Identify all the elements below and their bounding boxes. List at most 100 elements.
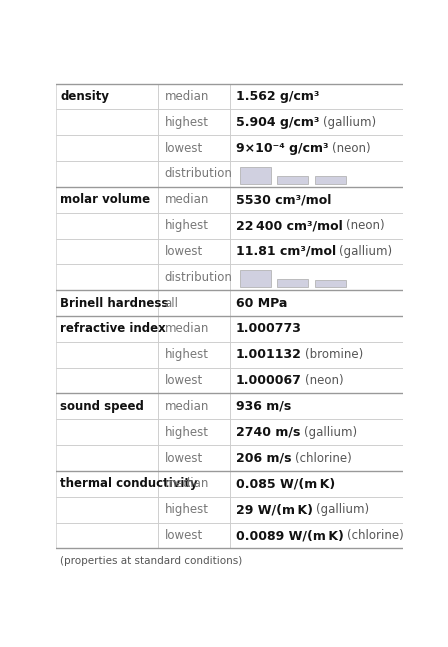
Text: molar volume: molar volume [60,193,150,206]
Text: lowest: lowest [165,452,203,465]
Text: (properties at standard conditions): (properties at standard conditions) [60,556,242,565]
Text: (neon): (neon) [305,374,344,387]
Text: (neon): (neon) [332,142,370,155]
Bar [159,497,230,523]
Bar [56,445,159,471]
Bar [159,419,230,445]
Bar [159,135,230,161]
Bar [159,393,230,419]
Bar [56,497,159,523]
Bar [56,187,159,213]
Text: distribution: distribution [165,271,233,284]
Text: highest: highest [165,348,209,361]
Bar [230,523,403,549]
Bar [230,265,403,291]
Text: 1.562 g/cm³: 1.562 g/cm³ [236,90,319,103]
Bar [159,213,230,239]
Bar [159,342,230,367]
Text: sound speed: sound speed [60,400,144,413]
Bar [230,342,403,367]
Text: (gallium): (gallium) [316,503,370,516]
Text: thermal conductivity: thermal conductivity [60,477,198,490]
Text: 1.001132: 1.001132 [236,348,302,361]
Bar [56,109,159,135]
Bar [159,316,230,342]
Bar [230,419,403,445]
Bar [56,83,159,109]
Bar [240,270,271,287]
Bar [230,161,403,187]
Bar [159,161,230,187]
Bar [159,291,230,316]
Text: 22 400 cm³/mol: 22 400 cm³/mol [236,219,343,232]
Text: 206 m/s: 206 m/s [236,452,291,465]
Bar [230,316,403,342]
Bar [56,342,159,367]
Text: median: median [165,322,209,335]
Bar [230,213,403,239]
Text: 11.81 cm³/mol: 11.81 cm³/mol [236,245,336,258]
Bar [159,471,230,497]
Bar [230,83,403,109]
Bar [159,83,230,109]
Bar [56,393,159,419]
Text: lowest: lowest [165,374,203,387]
Text: lowest: lowest [165,245,203,258]
Text: refractive index: refractive index [60,322,166,335]
Bar [230,445,403,471]
Text: lowest: lowest [165,142,203,155]
Text: median: median [165,477,209,490]
Text: 0.0089 W/(m K): 0.0089 W/(m K) [236,529,344,542]
Bar [56,291,159,316]
Text: distribution: distribution [165,168,233,181]
Bar [230,393,403,419]
Text: (gallium): (gallium) [323,116,376,129]
Bar [159,239,230,265]
Text: 2740 m/s: 2740 m/s [236,426,300,439]
Text: (gallium): (gallium) [340,245,392,258]
Bar [230,497,403,523]
Text: lowest: lowest [165,529,203,542]
Bar [56,523,159,549]
Text: 29 W/(m K): 29 W/(m K) [236,503,313,516]
Bar [230,109,403,135]
Text: 60 MPa: 60 MPa [236,296,287,310]
Text: 0.085 W/(m K): 0.085 W/(m K) [236,477,335,490]
Bar [159,367,230,393]
Bar [230,471,403,497]
Bar [159,523,230,549]
Bar [56,471,159,497]
Bar [56,419,159,445]
Text: 5.904 g/cm³: 5.904 g/cm³ [236,116,319,129]
Bar [277,175,309,184]
Bar [230,239,403,265]
Text: 5530 cm³/mol: 5530 cm³/mol [236,193,331,206]
Bar [159,109,230,135]
Bar [56,367,159,393]
Bar [56,135,159,161]
Bar [159,265,230,291]
Text: (chlorine): (chlorine) [295,452,352,465]
Bar [56,316,159,342]
Text: (chlorine): (chlorine) [347,529,404,542]
Text: highest: highest [165,219,209,232]
Text: (bromine): (bromine) [305,348,363,361]
Text: 9×10⁻⁴ g/cm³: 9×10⁻⁴ g/cm³ [236,142,328,155]
Bar [230,291,403,316]
Text: 1.000773: 1.000773 [236,322,302,335]
Bar [277,279,309,287]
Bar [56,265,159,291]
Bar [315,280,346,287]
Bar [159,187,230,213]
Text: all: all [165,296,179,310]
Text: 1.000067: 1.000067 [236,374,302,387]
Text: (neon): (neon) [346,219,385,232]
Text: density: density [60,90,109,103]
Bar [230,135,403,161]
Bar [56,239,159,265]
Text: median: median [165,400,209,413]
Text: highest: highest [165,116,209,129]
Bar [315,177,346,184]
Bar [230,187,403,213]
Bar [159,445,230,471]
